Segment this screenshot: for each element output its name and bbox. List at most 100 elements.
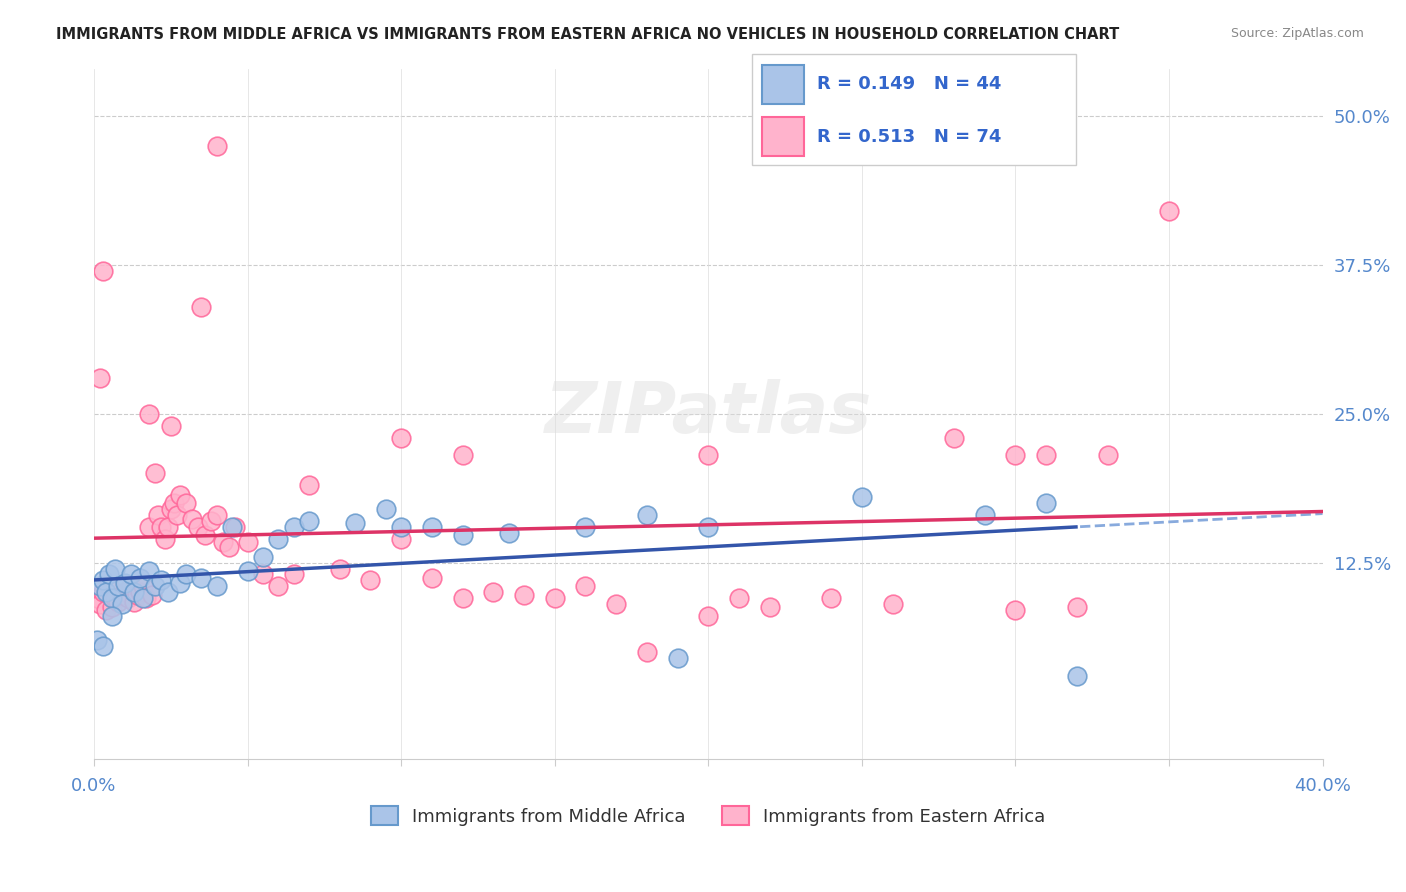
- Point: [1066, 668, 1088, 682]
- Point: [190, 300, 212, 314]
- Point: [221, 520, 243, 534]
- Point: [107, 579, 129, 593]
- Point: [1035, 496, 1057, 510]
- Point: [114, 575, 136, 590]
- Point: [104, 591, 127, 606]
- Point: [98, 579, 121, 593]
- Point: [236, 564, 259, 578]
- Point: [451, 528, 474, 542]
- Point: [252, 549, 274, 564]
- Point: [150, 520, 173, 534]
- Point: [169, 488, 191, 502]
- Point: [574, 579, 596, 593]
- Point: [1097, 449, 1119, 463]
- Point: [389, 431, 412, 445]
- Point: [697, 609, 720, 624]
- Point: [205, 579, 228, 593]
- Point: [110, 597, 132, 611]
- Point: [138, 520, 160, 534]
- Text: Source: ZipAtlas.com: Source: ZipAtlas.com: [1230, 27, 1364, 40]
- Point: [666, 650, 689, 665]
- Point: [1035, 449, 1057, 463]
- Point: [697, 520, 720, 534]
- Point: [122, 585, 145, 599]
- Point: [636, 508, 658, 522]
- FancyBboxPatch shape: [752, 54, 1076, 165]
- Point: [1066, 599, 1088, 614]
- Point: [120, 567, 142, 582]
- Point: [267, 579, 290, 593]
- Point: [193, 528, 215, 542]
- Point: [125, 588, 148, 602]
- Point: [143, 467, 166, 481]
- Point: [420, 520, 443, 534]
- Point: [114, 585, 136, 599]
- Point: [574, 520, 596, 534]
- Point: [200, 514, 222, 528]
- Point: [224, 520, 246, 534]
- Point: [91, 585, 114, 599]
- Point: [1004, 603, 1026, 617]
- Point: [143, 579, 166, 593]
- Point: [697, 449, 720, 463]
- Point: [89, 579, 111, 593]
- Point: [120, 579, 142, 593]
- Point: [543, 591, 565, 606]
- Point: [89, 597, 111, 611]
- Point: [148, 508, 170, 522]
- Point: [86, 632, 108, 647]
- FancyBboxPatch shape: [762, 65, 804, 103]
- Point: [98, 567, 121, 582]
- Point: [107, 595, 129, 609]
- Text: 0.0%: 0.0%: [72, 777, 117, 795]
- Point: [169, 575, 191, 590]
- Point: [174, 496, 197, 510]
- Point: [190, 571, 212, 585]
- Text: R = 0.513   N = 74: R = 0.513 N = 74: [817, 128, 1001, 145]
- Point: [343, 516, 366, 531]
- Point: [187, 520, 209, 534]
- Text: ZIPatlas: ZIPatlas: [544, 379, 872, 449]
- Point: [283, 520, 305, 534]
- Point: [205, 139, 228, 153]
- Point: [101, 609, 124, 624]
- Point: [159, 418, 181, 433]
- Point: [101, 599, 124, 614]
- Point: [150, 574, 173, 588]
- Point: [942, 431, 965, 445]
- Point: [820, 591, 842, 606]
- Point: [298, 514, 321, 528]
- Point: [156, 585, 179, 599]
- Point: [605, 597, 627, 611]
- Text: R = 0.149   N = 44: R = 0.149 N = 44: [817, 75, 1001, 93]
- Point: [101, 591, 124, 606]
- Point: [973, 508, 995, 522]
- Point: [96, 585, 118, 599]
- Point: [451, 591, 474, 606]
- Point: [252, 567, 274, 582]
- Legend: Immigrants from Middle Africa, Immigrants from Eastern Africa: Immigrants from Middle Africa, Immigrant…: [364, 799, 1053, 833]
- Point: [132, 579, 155, 593]
- Point: [91, 574, 114, 588]
- Point: [636, 645, 658, 659]
- Point: [1004, 449, 1026, 463]
- Point: [359, 574, 381, 588]
- Point: [482, 585, 505, 599]
- Point: [117, 591, 139, 606]
- Point: [212, 535, 235, 549]
- Point: [174, 567, 197, 582]
- Point: [96, 603, 118, 617]
- Point: [153, 532, 176, 546]
- Point: [420, 571, 443, 585]
- Point: [389, 520, 412, 534]
- Point: [498, 525, 520, 540]
- Point: [156, 520, 179, 534]
- Point: [283, 567, 305, 582]
- Point: [129, 585, 152, 599]
- Point: [882, 597, 904, 611]
- Point: [451, 449, 474, 463]
- Point: [110, 588, 132, 602]
- Point: [181, 511, 204, 525]
- Point: [166, 508, 188, 522]
- Point: [91, 264, 114, 278]
